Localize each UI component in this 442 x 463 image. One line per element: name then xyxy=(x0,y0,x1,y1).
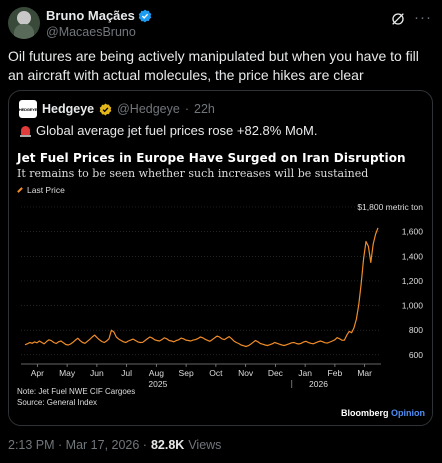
x-tick-label: May xyxy=(59,368,76,378)
chart-title: Jet Fuel Prices in Europe Have Surged on… xyxy=(17,151,406,165)
x-tick-label: Mar xyxy=(357,368,372,378)
y-tick-label: 800 xyxy=(409,325,423,335)
y-unit-label: $1,800 metric ton xyxy=(357,202,423,212)
quoted-time: 22h xyxy=(194,102,215,116)
y-tick-label: 1,400 xyxy=(402,251,424,261)
quoted-header: HEDGEYE Hedgeye @Hedgeye · 22h xyxy=(19,100,215,118)
timestamp[interactable]: 2:13 PM · Mar 17, 2026 · xyxy=(8,438,147,452)
grok-icon[interactable] xyxy=(390,11,406,27)
legend-label: Last Price xyxy=(27,185,65,195)
verified-badge-icon xyxy=(138,9,152,22)
gold-verified-badge-icon xyxy=(99,103,112,115)
more-options-icon[interactable]: ··· xyxy=(414,9,432,26)
quoted-text: Global average jet fuel prices rose +82.… xyxy=(36,123,318,138)
year-label: 2025 xyxy=(148,379,167,389)
x-tick-label: Nov xyxy=(238,368,254,378)
x-tick-label: Sep xyxy=(179,368,194,378)
x-tick-label: Oct xyxy=(209,368,223,378)
x-tick-label: Apr xyxy=(31,368,44,378)
quoted-handle: @Hedgeye xyxy=(117,102,180,116)
tweet-header: Bruno Maçães @MacaesBruno ··· xyxy=(8,7,436,43)
author-name[interactable]: Bruno Maçães xyxy=(46,8,135,23)
views-label: Views xyxy=(188,438,222,452)
chart-source: Source: General Index xyxy=(17,398,98,407)
quoted-avatar: HEDGEYE xyxy=(19,100,37,118)
brand-suffix: Opinion xyxy=(391,408,425,418)
y-tick-label: 600 xyxy=(409,350,423,360)
x-tick-label: Aug xyxy=(149,368,164,378)
quoted-dot: · xyxy=(184,102,190,116)
brand-name: Bloomberg xyxy=(340,408,389,418)
series-line-last-price xyxy=(24,227,379,348)
x-tick-label: Jan xyxy=(298,368,312,378)
year-label: 2026 xyxy=(309,379,328,389)
x-tick-label: Jun xyxy=(90,368,104,378)
quoted-text-row: Global average jet fuel prices rose +82.… xyxy=(19,123,317,138)
chart-image[interactable]: Jet Fuel Prices in Europe Have Surged on… xyxy=(9,145,432,425)
author-handle[interactable]: @MacaesBruno xyxy=(46,25,136,39)
bloomberg-brand: Bloomberg Opinion xyxy=(341,408,425,418)
chart-subtitle: It remains to be seen whether such incre… xyxy=(17,167,369,180)
tweet-text: Oil futures are being actively manipulat… xyxy=(8,48,419,83)
x-tick-label: Feb xyxy=(328,368,343,378)
chart-plot: 1,600 1,400 1,200 1,000 800 600 $1,800 metric … xyxy=(21,202,424,389)
y-tick-label: 1,200 xyxy=(402,276,424,286)
quoted-name: Hedgeye xyxy=(42,102,95,116)
x-tick-label: Dec xyxy=(268,368,284,378)
chart-legend: Last Price xyxy=(17,185,65,195)
chart-note: Note: Jet Fuel NWE CIF Cargoes xyxy=(17,387,136,396)
y-tick-label: 1,000 xyxy=(402,301,424,311)
author-avatar[interactable] xyxy=(8,7,40,39)
views-count: 82.8K xyxy=(150,438,185,452)
tweet-footer: 2:13 PM · Mar 17, 2026 · 82.8K Views xyxy=(8,438,221,452)
author-name-row: Bruno Maçães xyxy=(46,8,152,23)
quoted-tweet[interactable]: HEDGEYE Hedgeye @Hedgeye · 22h Global av… xyxy=(8,90,433,426)
y-tick-label: 1,600 xyxy=(402,227,424,237)
x-tick-label: Jul xyxy=(121,368,132,378)
siren-icon xyxy=(19,124,32,137)
